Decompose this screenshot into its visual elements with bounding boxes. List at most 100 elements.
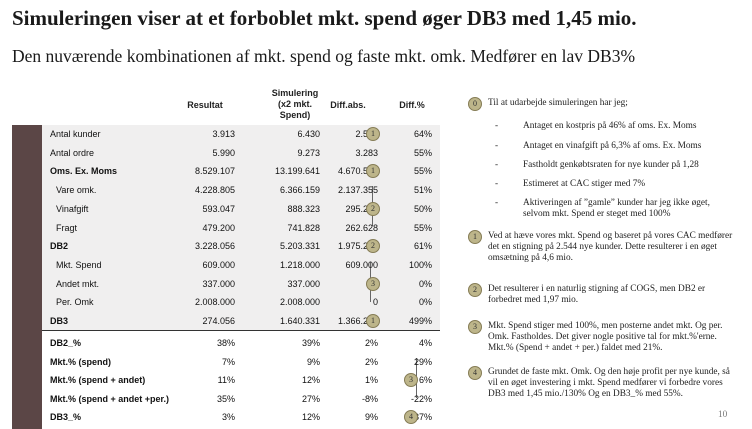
- cell: 5.990: [212, 147, 235, 158]
- cell: 35%: [216, 393, 235, 404]
- cell: 13.199.641: [274, 166, 320, 177]
- marker: 4: [404, 410, 418, 424]
- bullet-dash: -: [495, 141, 499, 151]
- bullet-text: Antaget en vinafgift på 6,3% af oms. Ex.…: [523, 141, 702, 151]
- marker: 3: [366, 276, 380, 291]
- cell: 55%: [413, 166, 432, 177]
- cell: 262.628: [345, 222, 378, 233]
- subtitle: Den nuværende kombinationen af mkt. spen…: [12, 46, 636, 66]
- row-label: DB3_%: [50, 412, 82, 422]
- row-label: Fragt: [56, 222, 78, 233]
- cell: 337.000: [287, 278, 320, 289]
- marker: 1: [366, 314, 380, 328]
- cell: 29%: [413, 356, 432, 367]
- row-label: DB3: [50, 316, 69, 326]
- bullet-text: Fastholdt genkøbtsraten for nye kunder p…: [523, 160, 699, 170]
- cell: 2.008.000: [279, 297, 320, 308]
- cell: -8%: [361, 393, 378, 404]
- cell: 38%: [216, 338, 235, 348]
- cell: 12%: [301, 412, 320, 422]
- column-header: Diff.abs.: [330, 100, 366, 110]
- row-label: DB2: [50, 241, 69, 252]
- cell: 100%: [408, 259, 432, 270]
- cell: 55%: [413, 147, 432, 158]
- note-text: Grundet de faste mkt. Omk. Og den høje p…: [488, 367, 730, 399]
- row-label: Antal kunder: [50, 129, 101, 139]
- cell: 3%: [221, 412, 235, 422]
- note-marker: 3: [468, 320, 482, 334]
- cell: 7%: [221, 356, 235, 367]
- bullet-text: Aktiveringen af ”gamle” kunder har jeg i…: [523, 198, 710, 219]
- row-label: Mkt.% (spend + andet +per.): [50, 393, 170, 404]
- cell: 888.323: [287, 203, 320, 214]
- row-label: Vinafgift: [56, 203, 89, 214]
- bullet-dash: -: [495, 179, 499, 189]
- cell: 0: [372, 297, 378, 308]
- marker: 1: [366, 127, 380, 141]
- cell: 2.137.355: [337, 185, 378, 196]
- cell: 0%: [418, 278, 432, 289]
- note-text: Ved at hæve vores mkt. Spend og baseret …: [488, 231, 733, 263]
- cell: 274.056: [202, 316, 235, 326]
- side-bar: [12, 125, 42, 429]
- cell: 4.670.534: [337, 166, 378, 177]
- cell: 499%: [408, 316, 432, 326]
- cell: 1.218.000: [279, 259, 320, 270]
- bullet-dash: -: [495, 121, 499, 131]
- row-label: Mkt.% (spend): [50, 356, 112, 367]
- cell: 1%: [364, 375, 378, 385]
- marker: 2: [366, 239, 380, 254]
- cell: 2.008.000: [194, 297, 235, 308]
- cell: 741.828: [287, 222, 320, 233]
- row-label: Andet mkt.: [56, 278, 100, 289]
- row-label: DB2_%: [50, 338, 82, 348]
- note-marker: 2: [468, 283, 482, 297]
- cell: 50%: [413, 203, 432, 214]
- column-header: Diff.%: [399, 100, 425, 110]
- column-header: Simulering (x2 mkt. Spend): [271, 88, 319, 120]
- note-text: Det resulterer i en naturlig stigning af…: [488, 284, 706, 305]
- cell: 9%: [364, 412, 378, 422]
- note-marker: 4: [468, 366, 482, 380]
- bullet-dash: -: [495, 160, 499, 170]
- row-label: Vare omk.: [56, 185, 97, 196]
- separator: [42, 330, 440, 331]
- row-label: Oms. Ex. Moms: [50, 166, 118, 177]
- cell: 1.640.331: [279, 316, 320, 326]
- cell: 51%: [413, 185, 432, 196]
- row-label: Mkt. Spend: [56, 259, 102, 270]
- row-label: Antal ordre: [50, 147, 95, 158]
- note-text: Mkt. Spend stiger med 100%, men posterne…: [488, 321, 723, 353]
- cell: 64%: [413, 129, 432, 139]
- cell: 2%: [364, 356, 378, 367]
- cell: 6%: [418, 375, 432, 385]
- cell: -22%: [410, 393, 432, 404]
- cell: 4%: [418, 338, 432, 348]
- cell: 6.366.159: [279, 185, 320, 196]
- cell: 295.276: [345, 203, 378, 214]
- marker: 2: [366, 201, 380, 216]
- note-text: Til at udarbejde simuleringen har jeg;: [488, 98, 628, 108]
- title: Simuleringen viser at et forboblet mkt. …: [12, 6, 637, 30]
- cell: 337.000: [202, 278, 235, 289]
- cell: 12%: [301, 375, 320, 385]
- cell: 39%: [301, 338, 320, 348]
- cell: 479.200: [202, 222, 235, 233]
- note-marker: 1: [468, 230, 482, 244]
- cell: 4.228.805: [194, 185, 235, 196]
- bullet-text: Estimeret at CAC stiger med 7%: [523, 179, 646, 189]
- cell: 609.000: [202, 259, 235, 270]
- cell: 9%: [306, 356, 320, 367]
- marker: 1: [366, 164, 380, 179]
- cell: 3.283: [355, 147, 378, 158]
- note-marker: 0: [468, 97, 482, 111]
- cell: 1.366.275: [337, 316, 378, 326]
- table-shade: [42, 125, 440, 331]
- cell: 593.047: [202, 203, 235, 214]
- cell: 287%: [408, 412, 432, 422]
- column-header: Resultat: [187, 100, 223, 110]
- page-number: 10: [718, 410, 728, 420]
- cell: 5.203.331: [279, 241, 320, 252]
- cell: 3.228.056: [194, 241, 235, 252]
